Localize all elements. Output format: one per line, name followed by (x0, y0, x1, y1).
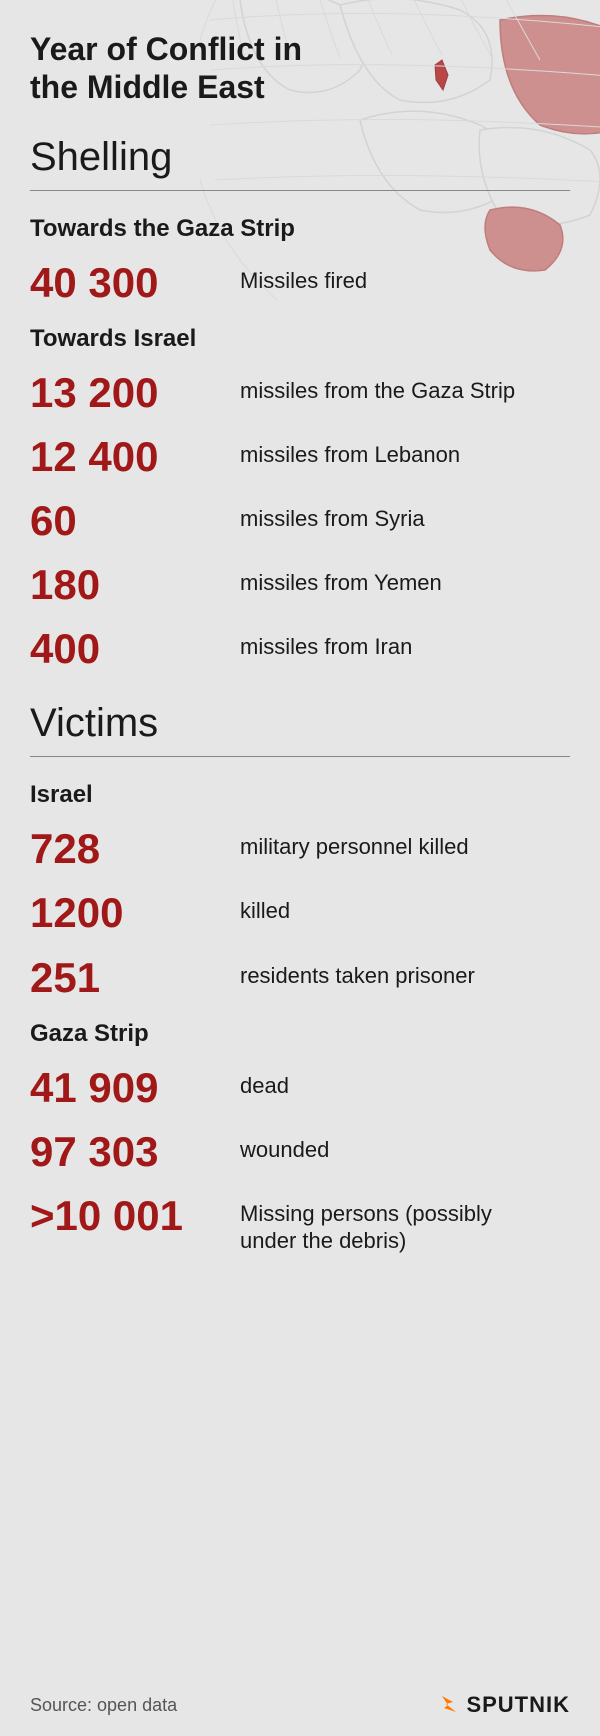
stat-row: 40 300 Missiles fired (30, 261, 570, 305)
stat-row: 12 400 missiles from Lebanon (30, 435, 570, 479)
stat-label: Missing persons (possibly under the debr… (240, 1194, 540, 1255)
stat-label: Missiles fired (240, 261, 367, 295)
stat-row: 180 missiles from Yemen (30, 563, 570, 607)
stat-label: killed (240, 891, 290, 925)
stat-value: >10 001 (30, 1194, 240, 1238)
divider (30, 190, 570, 191)
stat-value: 41 909 (30, 1066, 240, 1110)
stat-row: >10 001 Missing persons (possibly under … (30, 1194, 570, 1255)
section-title-shelling: Shelling (30, 135, 570, 180)
stat-value: 180 (30, 563, 240, 607)
stat-label: residents taken prisoner (240, 956, 475, 990)
sputnik-logo: SPUTNIK (438, 1692, 570, 1718)
stat-value: 251 (30, 956, 240, 1000)
stat-row: 728 military personnel killed (30, 827, 570, 871)
logo-text: SPUTNIK (466, 1692, 570, 1718)
stat-label: missiles from Syria (240, 499, 425, 533)
stat-label: missiles from Lebanon (240, 435, 460, 469)
stat-row: 60 missiles from Syria (30, 499, 570, 543)
subheading-gaza-strip: Towards the Gaza Strip (30, 215, 570, 243)
stat-label: wounded (240, 1130, 329, 1164)
stat-value: 728 (30, 827, 240, 871)
stat-value: 1200 (30, 891, 240, 935)
subheading-israel: Towards Israel (30, 325, 570, 353)
stat-row: 251 residents taken prisoner (30, 956, 570, 1000)
stat-row: 400 missiles from Iran (30, 627, 570, 671)
stat-label: missiles from the Gaza Strip (240, 371, 515, 405)
stat-label: missiles from Yemen (240, 563, 442, 597)
stat-value: 40 300 (30, 261, 240, 305)
subheading-victims-israel: Israel (30, 781, 570, 809)
stat-value: 97 303 (30, 1130, 240, 1174)
footer: Source: open data SPUTNIK (30, 1692, 570, 1718)
stat-label: military personnel killed (240, 827, 469, 861)
stat-row: 41 909 dead (30, 1066, 570, 1110)
stat-label: dead (240, 1066, 289, 1100)
stat-value: 400 (30, 627, 240, 671)
logo-icon (438, 1694, 460, 1716)
section-title-victims: Victims (30, 701, 570, 746)
source-text: Source: open data (30, 1695, 177, 1716)
divider (30, 756, 570, 757)
stat-value: 60 (30, 499, 240, 543)
stat-value: 12 400 (30, 435, 240, 479)
subheading-victims-gaza: Gaza Strip (30, 1020, 570, 1048)
stat-row: 1200 killed (30, 891, 570, 935)
stat-label: missiles from Iran (240, 627, 412, 661)
stat-row: 97 303 wounded (30, 1130, 570, 1174)
main-title: Year of Conflict in the Middle East (30, 30, 350, 107)
stat-row: 13 200 missiles from the Gaza Strip (30, 371, 570, 415)
stat-value: 13 200 (30, 371, 240, 415)
